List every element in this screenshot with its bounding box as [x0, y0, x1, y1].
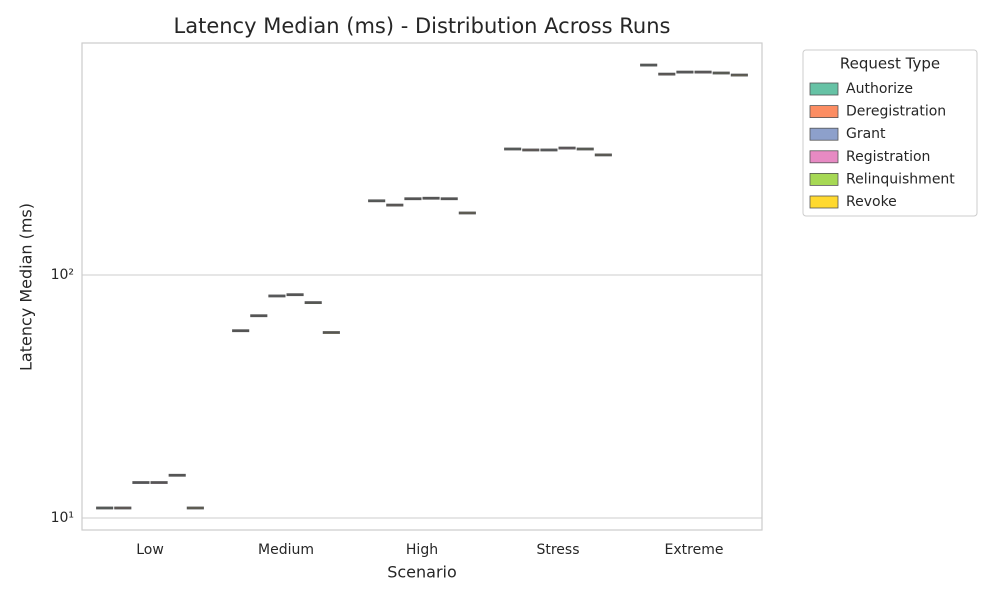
- y-axis-label: Latency Median (ms): [17, 203, 36, 371]
- y-tick-label: 10²: [51, 267, 74, 283]
- x-tick-label: Extreme: [665, 542, 724, 558]
- x-tick-label: High: [406, 542, 438, 558]
- x-tick-label: Low: [136, 542, 164, 558]
- legend-box: [802, 49, 978, 217]
- legend-label: Grant: [846, 126, 886, 142]
- legend-swatch: [809, 150, 839, 164]
- x-tick-label: Medium: [258, 542, 314, 558]
- y-tick-label: 10¹: [51, 510, 74, 526]
- legend-label: Revoke: [846, 194, 897, 210]
- legend-label: Deregistration: [846, 104, 946, 120]
- legend-title: Request Type: [840, 55, 940, 73]
- legend-swatch: [809, 127, 839, 141]
- legend-swatch: [809, 105, 839, 118]
- x-tick-label: Stress: [536, 542, 579, 558]
- legend-swatch: [809, 82, 839, 96]
- legend-swatch: [809, 172, 839, 186]
- legend-label: Registration: [846, 149, 930, 165]
- x-axis-label: Scenario: [387, 563, 457, 582]
- legend-swatch: [809, 195, 839, 209]
- legend-label: Authorize: [846, 81, 913, 97]
- chart-title: Latency Median (ms) - Distribution Acros…: [174, 14, 671, 38]
- plot-frame: [81, 42, 763, 531]
- legend-label: Relinquishment: [846, 171, 955, 187]
